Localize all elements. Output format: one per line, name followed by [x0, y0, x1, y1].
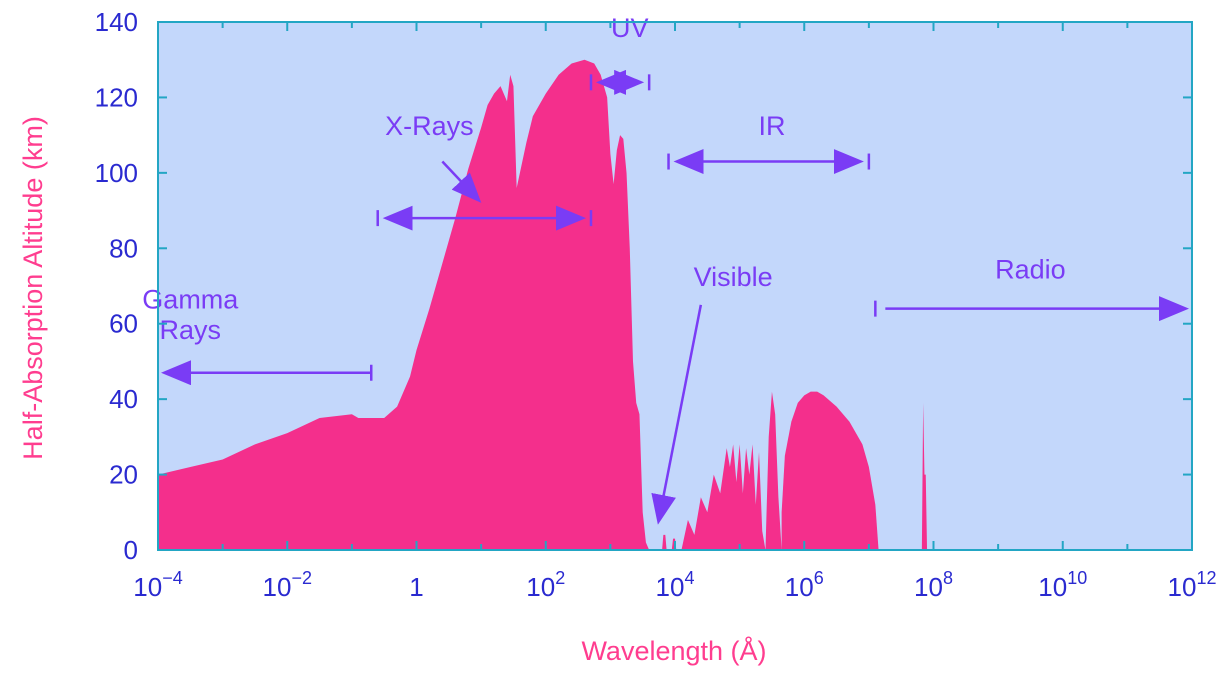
x-tick-label: 104: [656, 568, 695, 602]
y-tick-label: 140: [95, 7, 138, 37]
y-tick-label: 120: [95, 82, 138, 112]
band-label: Gamma: [142, 285, 239, 315]
band-label: UV: [611, 13, 649, 43]
y-tick-label: 40: [109, 384, 138, 414]
absorption-area-ir: [921, 402, 928, 550]
x-tick-label: 102: [526, 568, 565, 602]
absorption-area-ir: [681, 391, 782, 550]
x-tick-label: 108: [914, 568, 953, 602]
x-tick-label: 1: [409, 572, 423, 602]
band-label: Rays: [160, 315, 222, 345]
axis-ticks: [157, 21, 1193, 551]
x-tick-label: 106: [785, 568, 824, 602]
absorption-area-ir: [781, 391, 879, 550]
absorption-area-visible: [662, 534, 667, 550]
y-tick-label: 100: [95, 158, 138, 188]
x-tick-label: 10−4: [133, 568, 182, 602]
x-axis-title: Wavelength (Å): [581, 635, 766, 666]
y-axis-title: Half-Absorption Altitude (km): [18, 116, 48, 460]
absorption-area-main: [158, 59, 650, 550]
y-tick-label: 0: [124, 535, 138, 565]
y-tick-labels: 0 20 40 60 80 100 120 140: [95, 7, 138, 565]
x-tick-labels: 10−4 10−2 1 102 104 106 108 1010 1012: [133, 568, 1216, 602]
x-tick-label: 1010: [1038, 568, 1087, 602]
y-tick-label: 20: [109, 460, 138, 490]
band-markers: [161, 69, 1189, 525]
x-tick-label: 1012: [1168, 568, 1217, 602]
absorption-fill: [158, 59, 928, 550]
y-tick-label: 80: [109, 233, 138, 263]
x-tick-label: 10−2: [263, 568, 312, 602]
xrays-pointer: [441, 160, 482, 203]
band-label: X-Rays: [385, 111, 474, 141]
visible-pointer: [651, 304, 703, 525]
band-label: Visible: [694, 262, 773, 292]
y-tick-label: 60: [109, 309, 138, 339]
band-label: IR: [758, 111, 785, 141]
band-label: Radio: [995, 254, 1066, 284]
